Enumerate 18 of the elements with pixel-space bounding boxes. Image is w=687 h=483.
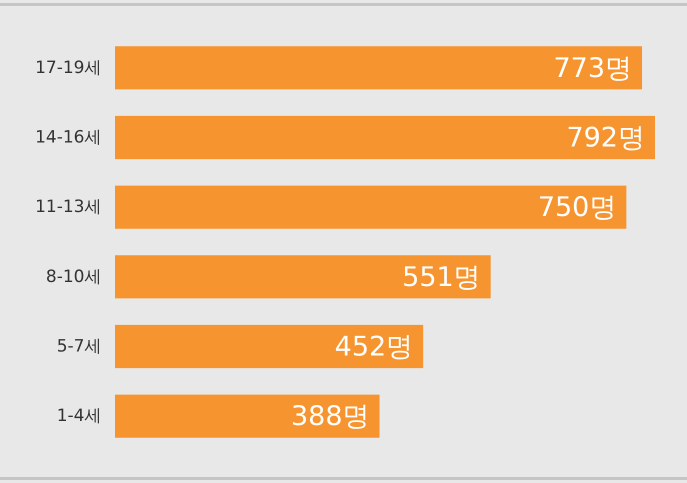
data-label: 452명 (334, 332, 414, 362)
bar (115, 46, 642, 90)
data-label: 750명 (538, 192, 616, 224)
y-tick-label: 17-19세 (35, 58, 102, 78)
y-tick-label: 11-13세 (35, 197, 102, 218)
bar (115, 255, 491, 298)
data-label: 551명 (402, 262, 481, 293)
y-tick-label: 8-10세 (46, 266, 102, 287)
y-tick-label: 5-7세 (56, 336, 102, 356)
data-label: 388명 (291, 401, 370, 432)
bar (115, 324, 424, 368)
data-label: 792명 (566, 122, 645, 154)
y-tick-label: 14-16세 (35, 128, 102, 148)
bar (115, 394, 380, 438)
data-label: 773명 (554, 52, 632, 84)
bar (115, 116, 655, 160)
y-tick-label: 1-4세 (56, 406, 102, 426)
bar (115, 186, 626, 229)
